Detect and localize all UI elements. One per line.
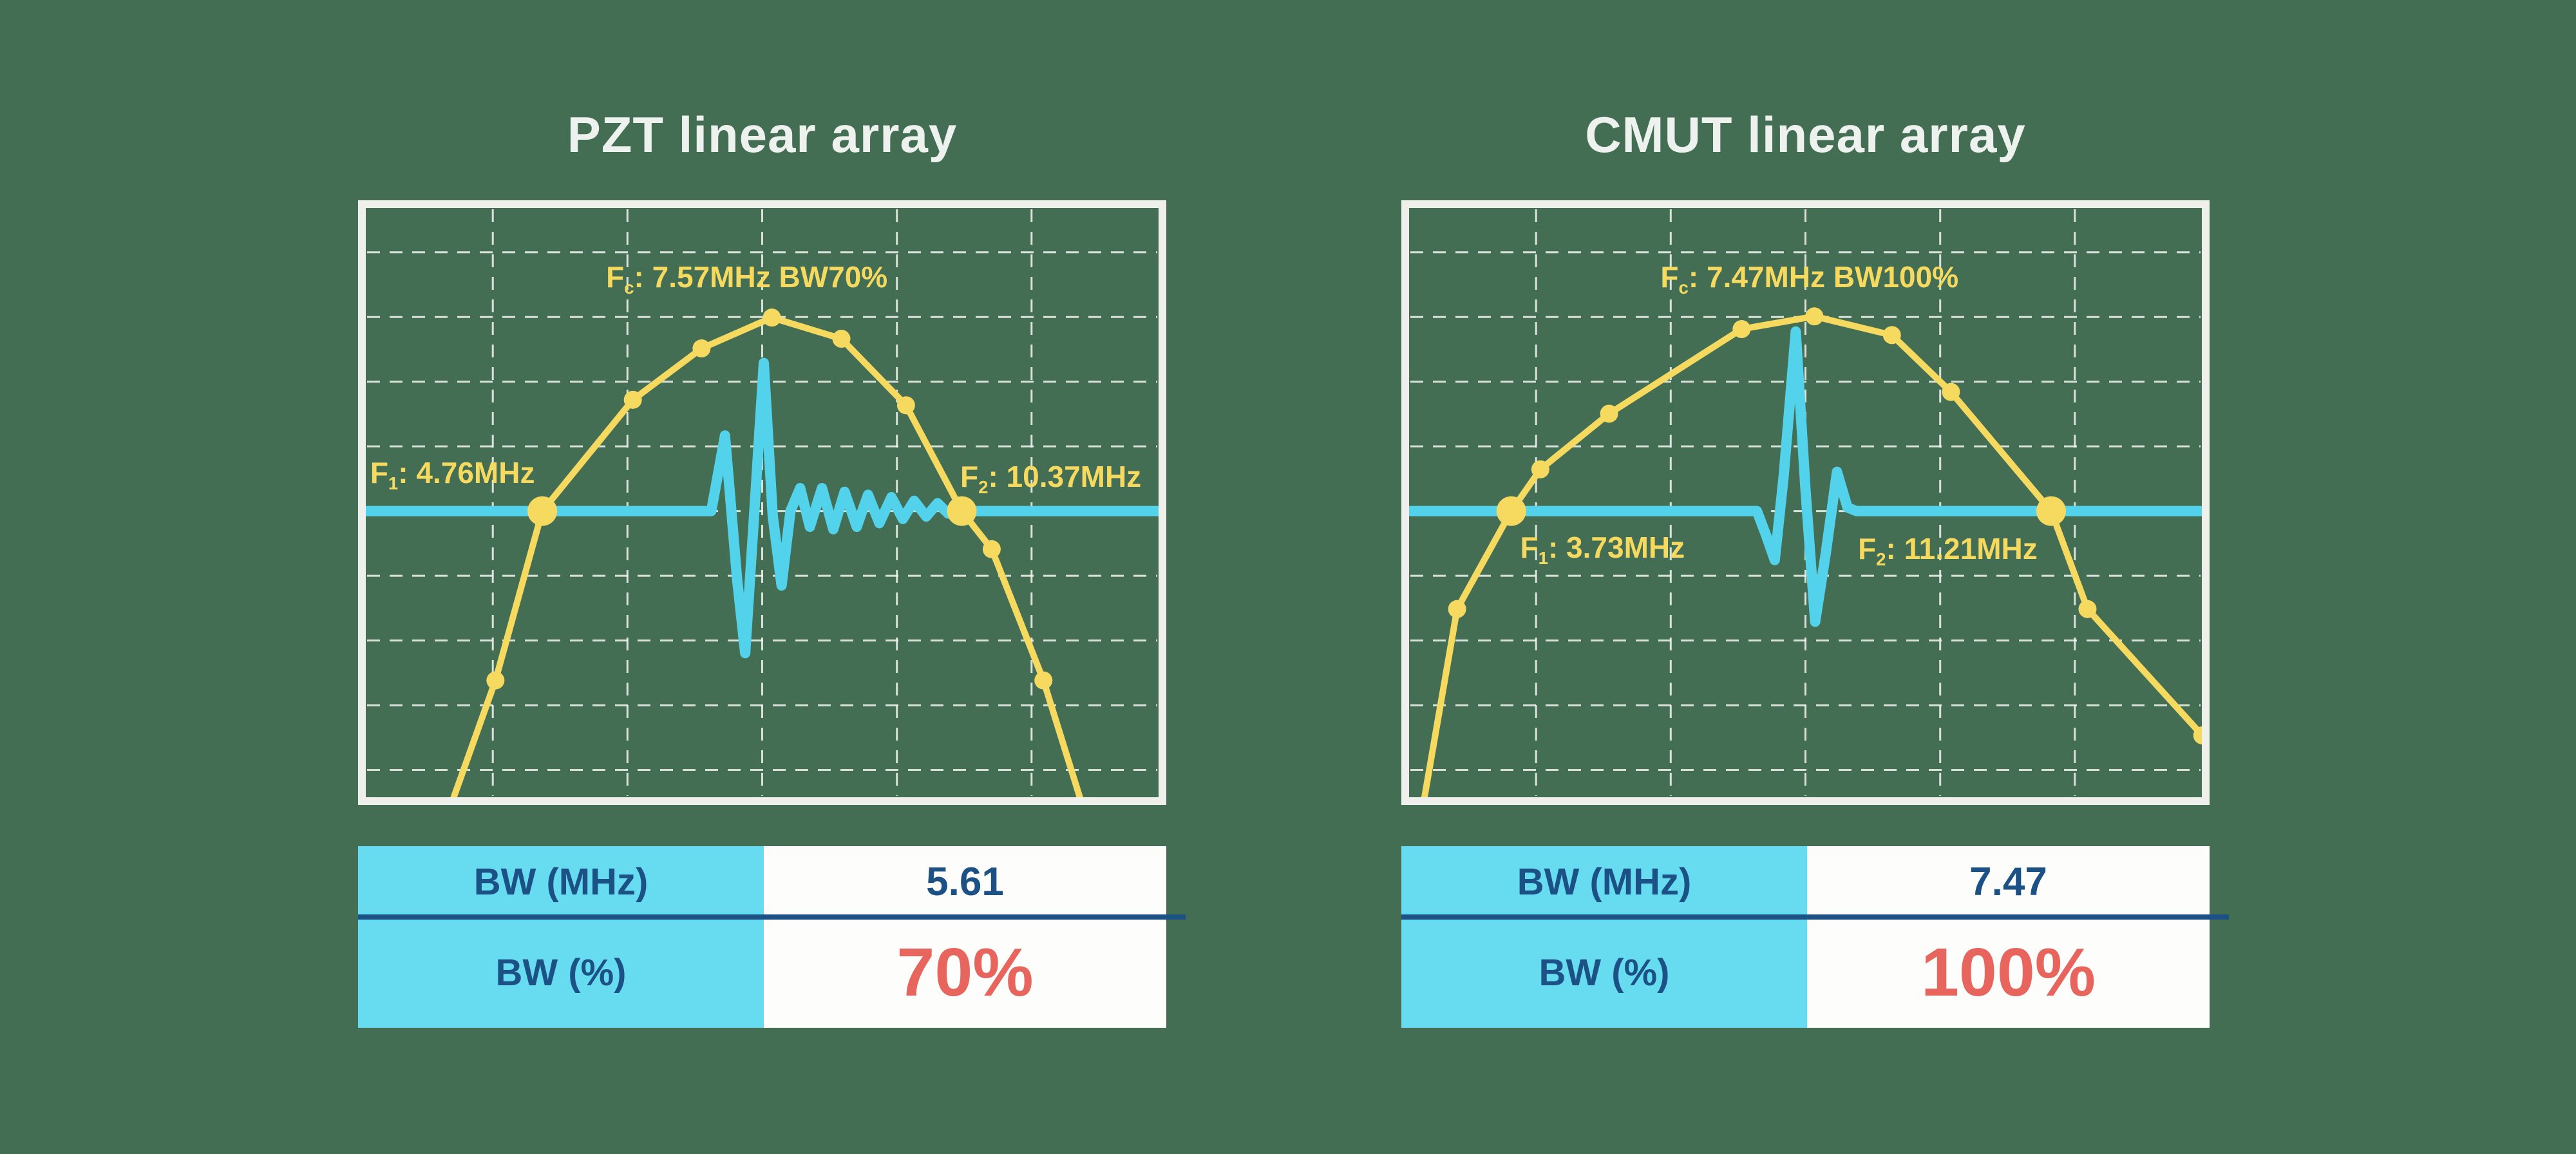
bw-mhz-label-cell: BW (MHz)	[1401, 846, 1807, 917]
f2-subscript: 2	[1876, 549, 1886, 570]
cmut-chart-svg	[1401, 200, 2210, 805]
f1-subscript: 1	[1538, 548, 1548, 569]
bw-mhz-label-cell: BW (MHz)	[358, 846, 764, 917]
pzt-fc-annotation: Fc: 7.57MHz BW70%	[606, 260, 888, 296]
table-divider-line	[1401, 914, 2229, 920]
pzt-f1-annotation: F1: 4.76MHz	[370, 456, 535, 492]
table-row: BW (%) 70%	[358, 917, 1166, 1028]
f2-value: : 11.21MHz	[1886, 531, 2038, 565]
bw-pct-value-cell: 100%	[1807, 917, 2210, 1028]
pzt-spectrum-plot: Fc: 7.57MHz BW70% F1: 4.76MHz F2: 10.37M…	[358, 200, 1166, 805]
fc-subscript: c	[624, 278, 634, 298]
bw-pct-label-cell: BW (%)	[1401, 917, 1807, 1028]
cmut-f1-annotation: F1: 3.73MHz	[1520, 530, 1685, 567]
fc-label: F	[606, 260, 625, 294]
fc-value: : 7.47MHz BW100%	[1688, 260, 1959, 294]
cmut-f2-annotation: F2: 11.21MHz	[1858, 531, 2038, 568]
table-divider-line	[358, 914, 1186, 920]
cmut-fc-annotation: Fc: 7.47MHz BW100%	[1660, 260, 1959, 296]
panel-title-pzt: PZT linear array	[567, 106, 958, 163]
panel-pzt: PZT linear array Fc: 7.57MHz BW70% F1: 4…	[358, 0, 1186, 1154]
bw-mhz-value-cell: 5.61	[764, 846, 1166, 917]
cmut-bw-table: BW (MHz) 7.47 BW (%) 100%	[1401, 846, 2229, 1028]
panel-title-cmut: CMUT linear array	[1585, 106, 2026, 163]
fc-value: : 7.57MHz BW70%	[634, 260, 888, 294]
bw-mhz-value-cell: 7.47	[1807, 846, 2210, 917]
bw-pct-label-cell: BW (%)	[358, 917, 764, 1028]
f1-value: : 3.73MHz	[1548, 530, 1685, 564]
panel-cmut: CMUT linear array Fc: 7.47MHz BW100% F1:…	[1401, 0, 2229, 1154]
f1-subscript: 1	[388, 473, 399, 494]
cmut-spectrum-plot: Fc: 7.47MHz BW100% F1: 3.73MHz F2: 11.21…	[1401, 200, 2210, 805]
pzt-f2-annotation: F2: 10.37MHz	[960, 460, 1142, 496]
f2-value: : 10.37MHz	[988, 460, 1142, 494]
fc-label: F	[1660, 260, 1679, 294]
bw-pct-value-cell: 70%	[764, 917, 1166, 1028]
f1-label: F	[370, 456, 388, 490]
pzt-chart-svg	[358, 200, 1166, 805]
fc-subscript: c	[1678, 278, 1689, 298]
table-row: BW (%) 100%	[1401, 917, 2210, 1028]
f2-subscript: 2	[978, 477, 989, 498]
f2-label: F	[960, 460, 979, 494]
table-row: BW (MHz) 5.61	[358, 846, 1166, 917]
f2-label: F	[1858, 531, 1877, 565]
f1-label: F	[1520, 530, 1539, 564]
pzt-bw-table: BW (MHz) 5.61 BW (%) 70%	[358, 846, 1186, 1028]
f1-value: : 4.76MHz	[398, 456, 535, 490]
table-row: BW (MHz) 7.47	[1401, 846, 2210, 917]
